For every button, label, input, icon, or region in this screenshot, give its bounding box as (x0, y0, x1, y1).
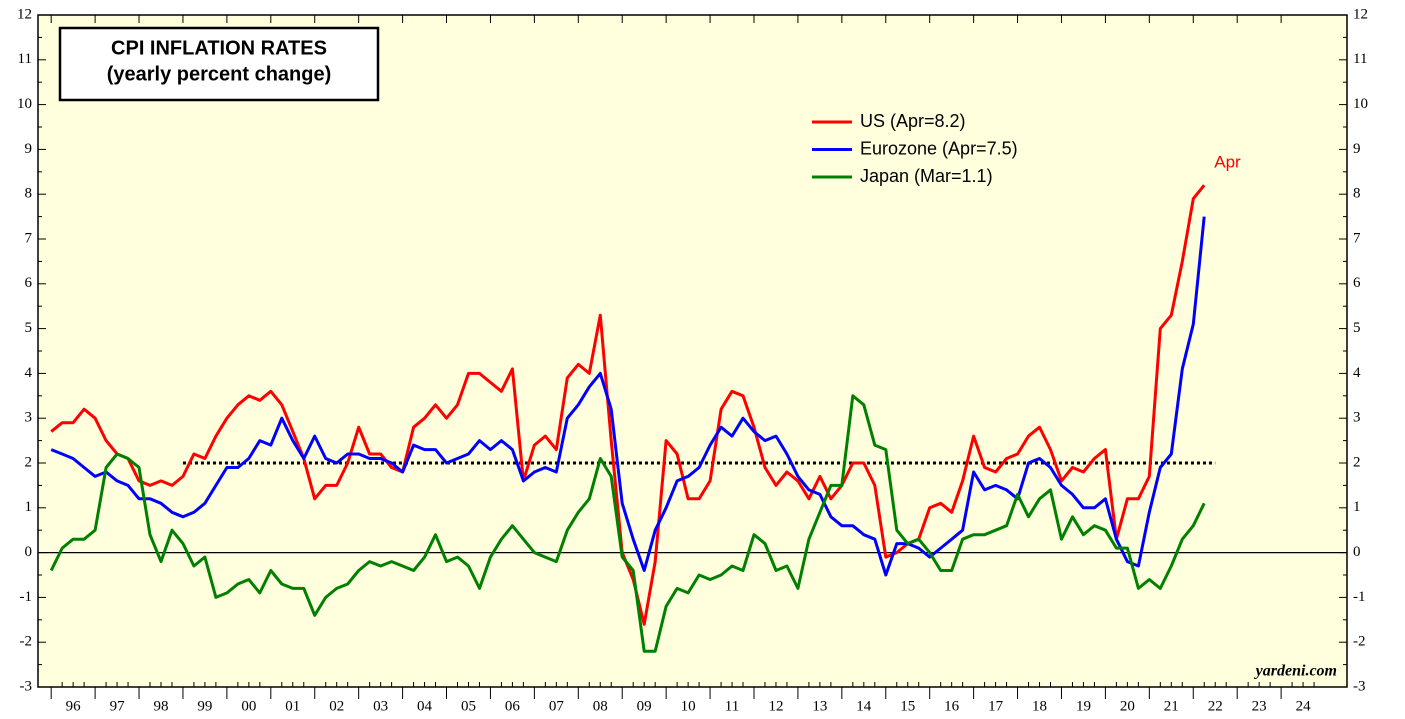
x-tick-label: 13 (812, 698, 827, 714)
x-tick-label: 05 (461, 698, 476, 714)
y2-tick-label: 7 (1353, 230, 1361, 246)
source: yardeni.com (1254, 663, 1337, 680)
x-tick-label: 16 (944, 698, 960, 714)
legend-label: Japan (Mar=1.1) (860, 166, 993, 186)
x-tick-label: 03 (373, 698, 388, 714)
y-tick-label: 3 (25, 410, 33, 426)
y-tick-label: 9 (25, 141, 33, 157)
x-tick-label: 98 (153, 698, 168, 714)
y2-tick-label: 3 (1353, 410, 1361, 426)
y-tick-label: 12 (17, 6, 32, 22)
x-tick-label: 99 (197, 698, 212, 714)
y2-tick-label: 12 (1353, 6, 1368, 22)
x-tick-label: 07 (549, 698, 565, 714)
y-tick-label: -2 (20, 634, 33, 650)
y-tick-label: 0 (25, 544, 33, 560)
y-tick-label: 5 (25, 320, 33, 336)
y2-tick-label: 9 (1353, 141, 1361, 157)
y2-tick-label: 5 (1353, 320, 1361, 336)
annotation: Apr (1214, 153, 1241, 172)
legend-label: US (Apr=8.2) (860, 111, 966, 131)
x-tick-label: 15 (900, 698, 915, 714)
x-tick-label: 96 (66, 698, 82, 714)
x-tick-label: 01 (285, 698, 300, 714)
y2-tick-label: 1 (1353, 499, 1361, 515)
x-tick-label: 19 (1076, 698, 1091, 714)
y-tick-label: 2 (25, 454, 33, 470)
y2-tick-label: 2 (1353, 454, 1361, 470)
x-tick-label: 24 (1296, 698, 1312, 714)
x-tick-label: 11 (725, 698, 739, 714)
x-tick-label: 08 (593, 698, 608, 714)
x-tick-label: 18 (1032, 698, 1047, 714)
y-tick-label: 10 (17, 96, 32, 112)
y-tick-label: 7 (25, 230, 33, 246)
chart-title: CPI INFLATION RATES (111, 37, 327, 59)
y2-tick-label: 6 (1353, 275, 1361, 291)
x-tick-label: 22 (1208, 698, 1223, 714)
x-tick-label: 23 (1252, 698, 1267, 714)
y2-tick-label: 4 (1353, 365, 1361, 381)
y-tick-label: 11 (18, 51, 32, 67)
x-tick-label: 10 (681, 698, 696, 714)
chart-subtitle: (yearly percent change) (107, 63, 332, 85)
y-tick-label: 4 (25, 365, 33, 381)
x-tick-label: 21 (1164, 698, 1179, 714)
marks (38, 184, 1347, 653)
x-tick-label: 20 (1120, 698, 1135, 714)
plot-area (37, 14, 1348, 688)
y2-tick-label: -3 (1353, 678, 1366, 694)
x-tick-label: 12 (768, 698, 783, 714)
x-tick-label: 04 (417, 698, 433, 714)
legend-label: Eurozone (Apr=7.5) (860, 138, 1018, 158)
y2-tick-label: 8 (1353, 186, 1361, 202)
y2-tick-label: 10 (1353, 96, 1368, 112)
x-tick-label: 14 (856, 698, 872, 714)
x-tick-label: 17 (988, 698, 1004, 714)
x-tick-label: 02 (329, 698, 344, 714)
x-tick-label: 06 (505, 698, 521, 714)
y2-tick-label: 0 (1353, 544, 1361, 560)
x-tick-label: 09 (637, 698, 652, 714)
y-tick-label: -1 (20, 589, 33, 605)
y2-tick-label: -1 (1353, 589, 1366, 605)
series-line (49, 394, 1206, 653)
title-box (58, 26, 380, 102)
y-tick-label: 1 (25, 499, 33, 515)
x-tick-label: 00 (241, 698, 256, 714)
y-tick-label: 6 (25, 275, 33, 291)
series-line (50, 216, 1206, 577)
y-tick-label: 8 (25, 186, 33, 202)
y2-tick-label: -2 (1353, 634, 1366, 650)
y-tick-label: -3 (20, 678, 33, 694)
y2-tick-label: 11 (1353, 51, 1367, 67)
x-tick-label: 97 (110, 698, 126, 714)
